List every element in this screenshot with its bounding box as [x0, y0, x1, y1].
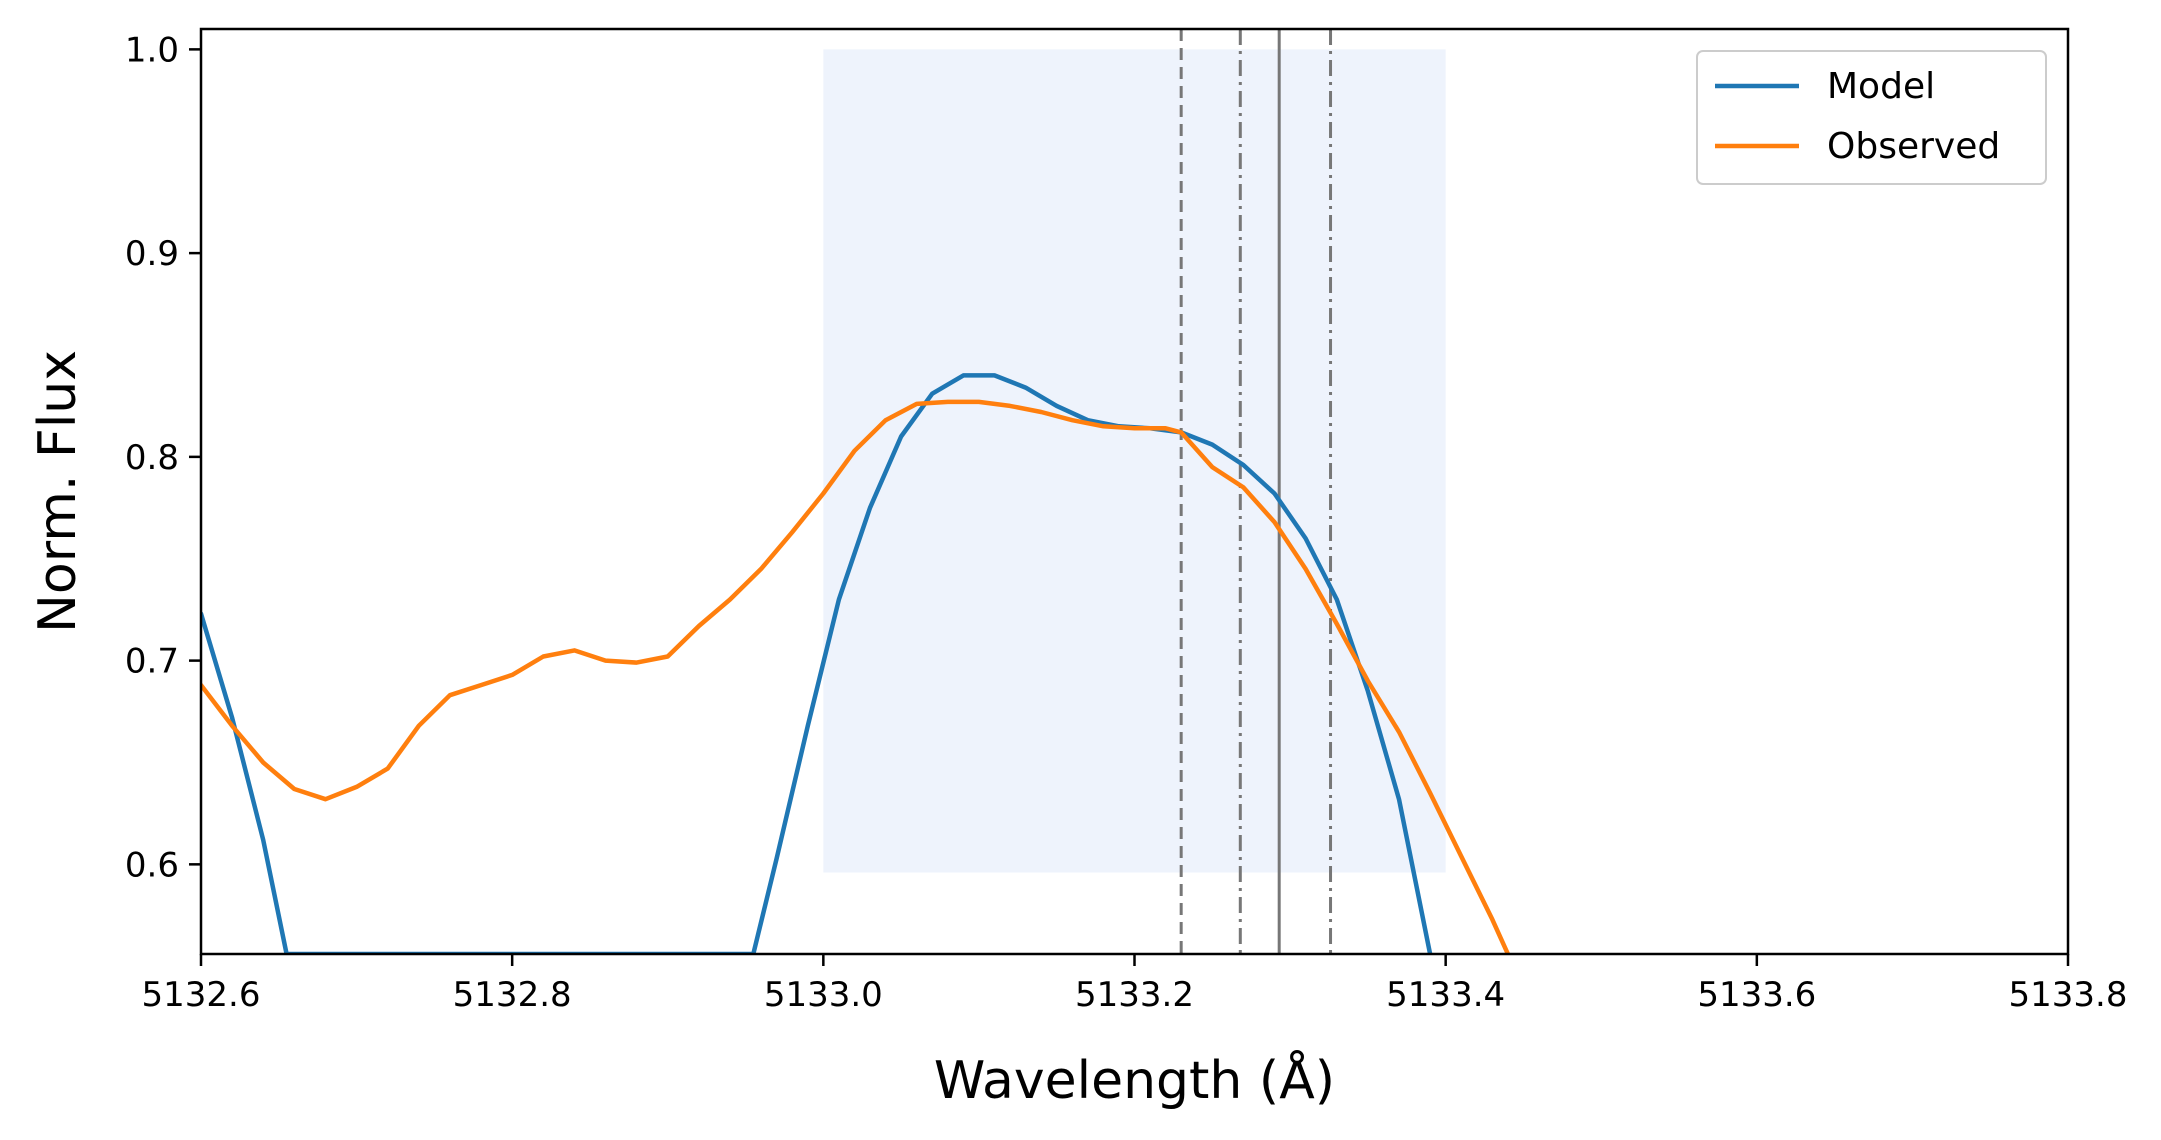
legend-label-observed: Observed	[1827, 126, 2000, 167]
y-tick-label: 0.8	[125, 438, 179, 478]
shaded-region	[823, 49, 1446, 873]
y-tick-label: 0.9	[125, 234, 179, 274]
x-tick-label: 5132.6	[142, 975, 261, 1015]
x-axis-label: Wavelength (Å)	[934, 1049, 1335, 1111]
x-tick-label: 5133.8	[2009, 975, 2128, 1015]
x-tick-label: 5133.6	[1697, 975, 1816, 1015]
series-line-model	[201, 373, 1433, 954]
legend: Model Observed	[1696, 50, 2047, 185]
legend-label-model: Model	[1827, 66, 1935, 107]
y-tick-label: 0.7	[125, 642, 179, 682]
y-tick-label: 0.6	[125, 845, 179, 885]
x-tick-label: 5133.0	[764, 975, 883, 1015]
axes: 5132.6 5132.8 5133.0 5133.2 5133.4 5133.6 5133…	[28, 27, 2128, 1111]
y-tick-label: 1.0	[125, 30, 179, 70]
x-tick-label: 5132.8	[453, 975, 572, 1015]
x-tick-label: 5133.4	[1386, 975, 1505, 1015]
x-tick-label: 5133.2	[1075, 975, 1194, 1015]
y-axis-label: Norm. Flux	[28, 350, 88, 633]
plot-area	[201, 29, 1511, 954]
series-line-observed	[201, 399, 1511, 954]
